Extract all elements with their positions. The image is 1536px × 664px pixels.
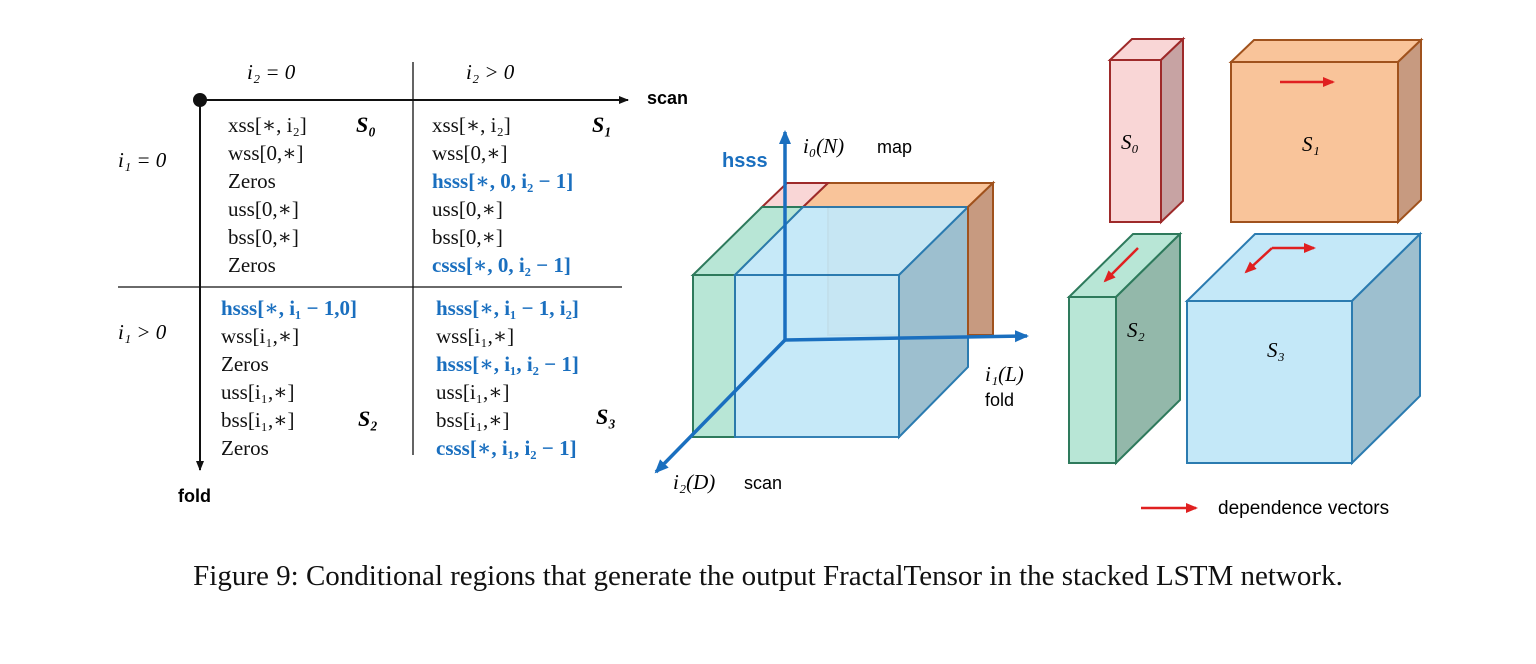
cell-s1-line: wss[0,∗] bbox=[432, 141, 508, 165]
region-s2 bbox=[1066, 231, 1183, 466]
origin-dot bbox=[193, 93, 207, 107]
cube-s2-slab bbox=[690, 206, 806, 438]
col-header-i2-gt-0: i₂ > 0 bbox=[466, 60, 515, 84]
region-s3-label: S₃ bbox=[1267, 338, 1285, 362]
cell-s2-line: bss[i₁,∗] bbox=[221, 408, 295, 432]
cube-map-var: i₀(N) bbox=[803, 134, 845, 158]
cell-s3-line: hsss[∗, i₁ − 1, i₂] bbox=[436, 296, 579, 320]
cell-s3-line: wss[i₁,∗] bbox=[436, 324, 515, 348]
cell-s3-line: csss[∗, i₁, i₂ − 1] bbox=[436, 436, 577, 460]
cell-s2-line: uss[i₁,∗] bbox=[221, 380, 295, 404]
cell-s2-line: Zeros bbox=[221, 352, 269, 376]
cell-s0-line: uss[0,∗] bbox=[228, 197, 299, 221]
cube-fold-var: i₁(L) bbox=[985, 362, 1024, 386]
s3-dependence-arrow-up bbox=[1244, 247, 1273, 274]
cube-map-name: map bbox=[877, 137, 913, 157]
cell-s1-line: bss[0,∗] bbox=[432, 225, 503, 249]
cell-s0-line: Zeros bbox=[228, 169, 276, 193]
cell-s3-line: uss[i₁,∗] bbox=[436, 380, 510, 404]
col-header-i2-eq-0: i₂ = 0 bbox=[247, 60, 296, 84]
region-s1 bbox=[1228, 37, 1424, 225]
region-s3 bbox=[1184, 231, 1423, 466]
cell-label-s3: S₃ bbox=[596, 404, 616, 429]
cell-s0-line: Zeros bbox=[228, 253, 276, 277]
row-header-i1-gt-0: i₁ > 0 bbox=[118, 320, 167, 344]
cell-s0-line: bss[0,∗] bbox=[228, 225, 299, 249]
cell-s3-line: bss[i₁,∗] bbox=[436, 408, 510, 432]
figure-caption: Figure 9: Conditional regions that gener… bbox=[193, 560, 1343, 592]
cell-label-s1: S₁ bbox=[592, 112, 612, 137]
cell-s2-line: wss[i₁,∗] bbox=[221, 324, 300, 348]
fold-axis-label: fold bbox=[178, 486, 211, 506]
cell-s1-line: xss[∗, i₂] bbox=[432, 113, 511, 137]
cube-scan-var: i₂(D) bbox=[673, 470, 716, 494]
cube-tensor-label: hsss bbox=[722, 150, 768, 172]
cube-scan-name: scan bbox=[744, 473, 783, 493]
cell-s1-line: csss[∗, 0, i₂ − 1] bbox=[432, 253, 571, 277]
region-s2-label: S₂ bbox=[1127, 318, 1145, 342]
cell-label-s0: S₀ bbox=[356, 112, 376, 137]
cell-s0-line: wss[0,∗] bbox=[228, 141, 304, 165]
cube-s3-block bbox=[732, 180, 994, 440]
cell-s1-line: hsss[∗, 0, i₂ − 1] bbox=[432, 169, 574, 193]
cell-label-s2: S₂ bbox=[358, 406, 378, 431]
row-header-i1-eq-0: i₁ = 0 bbox=[118, 148, 167, 172]
cube-fold-name: fold bbox=[985, 390, 1015, 410]
cube-scan-axis bbox=[654, 338, 787, 474]
region-s1-label: S₁ bbox=[1302, 132, 1320, 156]
cell-s3-line: hsss[∗, i₁, i₂ − 1] bbox=[436, 352, 579, 376]
cell-s0-line: xss[∗, i₂] bbox=[228, 113, 307, 137]
cell-s2-line: hsss[∗, i₁ − 1,0] bbox=[221, 296, 358, 320]
cube-fold-axis bbox=[784, 330, 1029, 343]
region-s0 bbox=[1107, 36, 1186, 225]
s2-dependence-arrow bbox=[1103, 247, 1139, 283]
region-s0-label: S₀ bbox=[1121, 130, 1139, 154]
cell-s2-line: Zeros bbox=[221, 436, 269, 460]
scan-axis-label: scan bbox=[647, 88, 689, 108]
legend-label: dependence vectors bbox=[1218, 498, 1390, 519]
cell-s1-line: uss[0,∗] bbox=[432, 197, 503, 221]
